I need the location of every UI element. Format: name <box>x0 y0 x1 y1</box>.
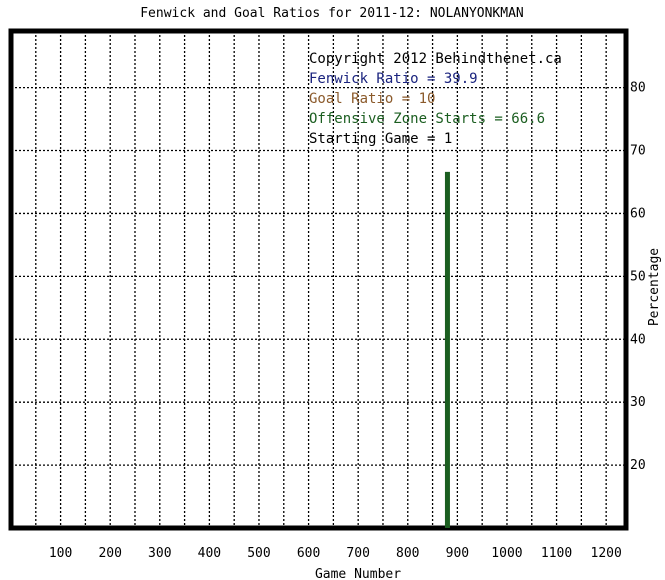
x-tick-label: 600 <box>297 546 320 561</box>
y-tick-label: 50 <box>630 269 646 284</box>
x-tick-label: 800 <box>396 546 419 561</box>
chart-title: Fenwick and Goal Ratios for 2011-12: NOL… <box>140 6 524 21</box>
legend: Copyright 2012 Behindthenet.ca Fenwick Ra… <box>309 51 562 147</box>
x-tick-label: 300 <box>148 546 171 561</box>
x-tick-label: 1100 <box>541 546 572 561</box>
legend-entry: Goal Ratio = 10 <box>309 91 435 107</box>
x-tick-label: 500 <box>247 546 270 561</box>
plot-frame <box>8 28 629 531</box>
legend-entry: Copyright 2012 Behindthenet.ca <box>309 51 562 67</box>
legend-entry: Starting Game = 1 <box>309 131 452 147</box>
x-axis-label: Game Number <box>315 567 401 580</box>
y-axis-tick-labels: 20 30 40 50 60 70 80 <box>630 81 646 473</box>
x-tick-label: 700 <box>346 546 369 561</box>
x-tick-label: 200 <box>98 546 121 561</box>
legend-entry: Offensive Zone Starts = 66.6 <box>309 111 545 127</box>
y-axis-label: Percentage <box>647 248 662 326</box>
y-tick-label: 60 <box>630 206 646 221</box>
x-tick-label: 400 <box>198 546 221 561</box>
x-tick-label: 1000 <box>491 546 522 561</box>
x-tick-label: 900 <box>446 546 469 561</box>
y-tick-label: 70 <box>630 144 646 159</box>
legend-entry: Fenwick Ratio = 39.9 <box>309 71 478 87</box>
grid-lines <box>11 31 626 528</box>
x-tick-label: 1200 <box>591 546 622 561</box>
x-axis-tick-labels: 100 200 300 400 500 600 700 800 900 1000 1100 1200 <box>49 546 622 561</box>
y-tick-label: 40 <box>630 332 646 347</box>
x-tick-label: 100 <box>49 546 72 561</box>
y-tick-label: 80 <box>630 81 646 96</box>
y-tick-label: 20 <box>630 458 646 473</box>
y-tick-label: 30 <box>630 395 646 410</box>
